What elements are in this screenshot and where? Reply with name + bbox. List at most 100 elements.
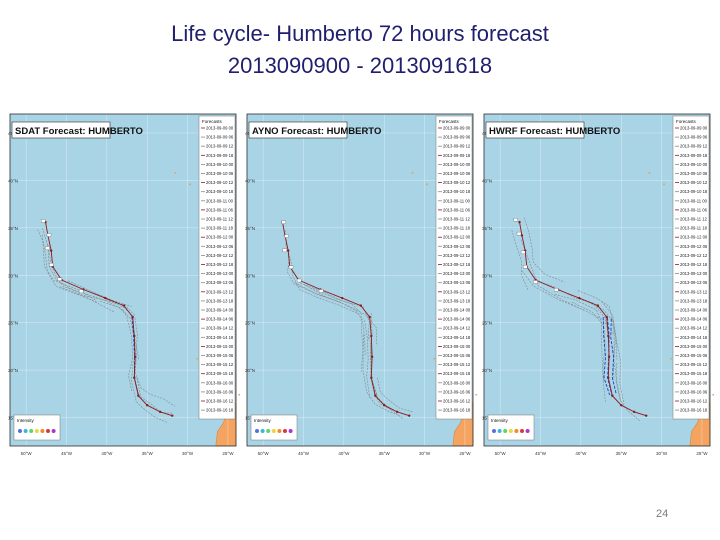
longitude-label: 50°W	[258, 451, 270, 456]
legend-entry: 2013-09-14 00	[206, 308, 234, 313]
legend-entry: 2013-09-14 12	[443, 326, 471, 331]
longitude-label: 40°W	[101, 451, 113, 456]
longitude-label: 45°W	[535, 451, 547, 456]
legend-entry: 2013-09-10 00	[680, 162, 708, 167]
legend-entry: 2013-09-10 12	[680, 180, 708, 185]
heading-box	[248, 121, 348, 139]
legend-entry: 2013-09-09 18	[443, 153, 471, 158]
forecast-track	[585, 300, 625, 404]
position-marker	[282, 248, 287, 253]
intensity-swatch	[23, 429, 28, 433]
intensity-legend-title: Intensity	[491, 418, 509, 423]
legend-entry: 2013-09-15 06	[206, 353, 234, 358]
forecast-track	[135, 353, 175, 407]
forecast-track	[42, 227, 115, 313]
map-heading: HWRF Forecast: HUMBERTO	[489, 126, 620, 137]
map-canvas: 45°N40°N35°N30°N25°N20°N15°N50°W45°W40°W…	[8, 113, 241, 456]
intensity-swatch	[520, 429, 524, 433]
legend-entry: 2013-09-13 12	[443, 289, 471, 294]
best-track-point	[133, 334, 136, 338]
intensity-swatch	[283, 429, 287, 433]
longitude-label: 35°W	[379, 451, 391, 456]
island	[196, 357, 199, 360]
longitude-label: 40°W	[575, 451, 587, 456]
legend-entry: 2013-09-12 00	[206, 235, 234, 240]
ocean-area	[247, 114, 473, 446]
best-track-point	[286, 249, 290, 252]
forecast-track	[102, 297, 138, 354]
legend-entry: 2013-09-14 00	[443, 308, 471, 313]
best-track-point	[607, 334, 610, 338]
best-track-point	[374, 394, 377, 397]
legend-entry: 2013-09-10 06	[680, 171, 708, 176]
best-track-point	[370, 355, 374, 359]
legend-entry: 2013-09-13 00	[206, 271, 234, 276]
intensity-swatch	[508, 429, 513, 433]
map-heading: AYNO Forecast: HUMBERTO	[252, 126, 381, 137]
forecast-track	[571, 301, 606, 402]
legend-title: Forecasts	[439, 119, 460, 124]
position-marker	[288, 265, 294, 269]
heading-box	[11, 121, 111, 139]
legend-entry: 2013-09-14 06	[206, 317, 234, 322]
legend-box	[198, 115, 236, 420]
latitude-label: 25°N	[482, 321, 492, 326]
legend-entry: 2013-09-10 06	[206, 171, 234, 176]
legend-entry: 2013-09-16 00	[443, 380, 471, 385]
legend-entry: 2013-09-14 12	[680, 326, 708, 331]
legend-entry: 2013-09-13 12	[680, 289, 708, 294]
map-heading: SDAT Forecast: HUMBERTO	[15, 126, 143, 137]
map-frame	[9, 113, 237, 447]
island	[475, 393, 478, 396]
latitude-label: 30°N	[8, 273, 18, 278]
latitude-label: 30°N	[482, 273, 492, 278]
legend-entry: 2013-09-10 00	[443, 162, 471, 167]
legend-entry: 2013-09-16 18	[680, 408, 708, 413]
forecast-track	[377, 377, 413, 413]
latitude-label: 20°N	[8, 368, 18, 373]
forecast-track	[304, 284, 378, 345]
island	[189, 183, 191, 186]
legend-entry: 2013-09-13 18	[206, 298, 234, 303]
position-marker	[46, 233, 52, 237]
best-track-point	[104, 296, 107, 300]
map-canvas: 45°N40°N35°N30°N25°N20°N15°N50°W45°W40°W…	[245, 113, 478, 456]
island	[648, 171, 651, 174]
legend-entry: 2013-09-10 12	[443, 180, 471, 185]
intensity-swatch	[514, 429, 519, 433]
island	[712, 393, 715, 396]
longitude-label: 40°W	[338, 451, 350, 456]
legend-entry: 2013-09-13 06	[680, 280, 708, 285]
intensity-legend-title: Intensity	[17, 418, 35, 423]
legend-entry: 2013-09-12 00	[680, 235, 708, 240]
best-track-point	[611, 394, 614, 397]
latitude-label: 25°N	[8, 321, 18, 326]
legend-entry: 2013-09-09 18	[206, 153, 234, 158]
forecast-track	[291, 269, 370, 341]
longitude-label: 25°W	[459, 451, 471, 456]
position-marker	[78, 289, 84, 294]
legend-entry: 2013-09-12 18	[680, 262, 708, 267]
legend-entry: 2013-09-15 12	[443, 362, 471, 367]
map-frame	[483, 113, 711, 447]
best-track-point	[341, 296, 344, 300]
best-track-point	[632, 410, 636, 414]
legend-entry: 2013-09-11 06	[206, 207, 234, 212]
latitude-label: 35°N	[8, 226, 18, 231]
island	[433, 357, 436, 360]
island	[670, 357, 673, 360]
longitude-label: 25°W	[222, 451, 234, 456]
forecast-track	[523, 217, 565, 283]
legend-entry: 2013-09-13 00	[680, 271, 708, 276]
legend-entry: 2013-09-09 00	[206, 126, 234, 131]
forecast-track	[47, 243, 124, 311]
legend-entry: 2013-09-12 06	[680, 244, 708, 249]
legend-entry: 2013-09-14 00	[680, 308, 708, 313]
heading-box	[485, 121, 585, 139]
intensity-swatch	[255, 429, 259, 433]
best-track-point	[137, 394, 140, 397]
intensity-swatch	[288, 429, 293, 433]
legend-entry: 2013-09-09 06	[206, 135, 234, 140]
legend-entry: 2013-09-09 12	[443, 144, 471, 149]
legend-entry: 2013-09-11 00	[680, 198, 708, 203]
